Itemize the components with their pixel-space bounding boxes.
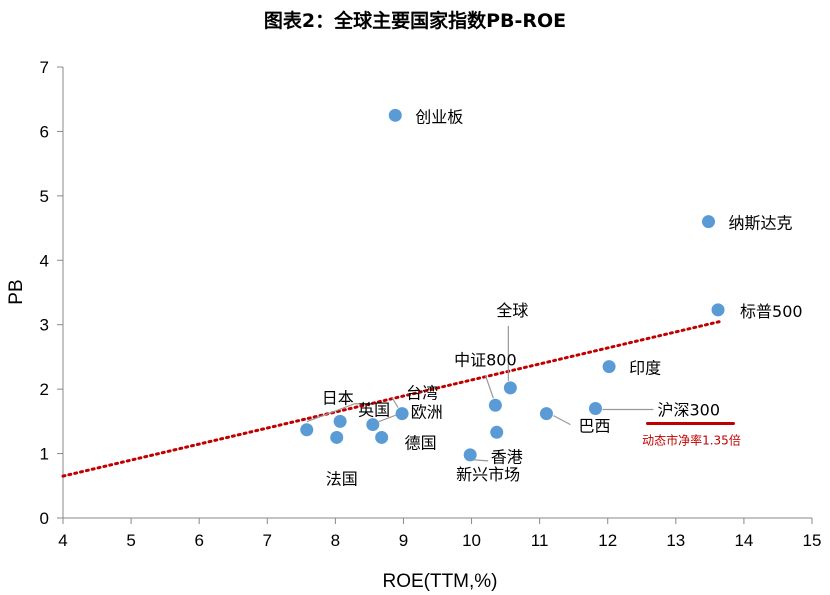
data-point (388, 108, 402, 122)
data-point (395, 407, 409, 421)
y-tick-label: 5 (40, 187, 49, 206)
data-point (330, 430, 344, 444)
leader-line (553, 415, 571, 426)
point-label: 香港 (491, 447, 523, 466)
y-axis-label: PB (6, 279, 27, 304)
point-label: 欧洲 (411, 403, 443, 422)
x-tick-label: 11 (531, 531, 549, 550)
x-tick-label: 15 (803, 531, 822, 550)
trendline-layer (61, 319, 722, 478)
data-point (711, 303, 725, 317)
leader-line (391, 397, 399, 408)
y-tick-label: 0 (40, 509, 49, 528)
points-layer (300, 108, 725, 462)
point-label: 全球 (496, 301, 528, 320)
x-tick-label: 5 (126, 531, 135, 550)
data-point (488, 398, 502, 412)
y-tick-label: 3 (40, 316, 49, 335)
y-tick-label: 2 (40, 380, 49, 399)
point-label: 新兴市场 (456, 465, 520, 484)
data-point (539, 407, 553, 421)
data-point (702, 215, 716, 229)
y-tick-label: 4 (40, 251, 49, 270)
data-point (602, 360, 616, 374)
leader-line (474, 459, 489, 462)
x-tick-label: 10 (462, 531, 481, 550)
x-axis-label: ROE(TTM,%) (382, 571, 497, 592)
data-point (588, 401, 602, 415)
data-point (463, 448, 477, 462)
annotation-text: 动态市净率1.35倍 (642, 432, 741, 447)
y-tick-label: 1 (40, 445, 49, 464)
point-label: 标普500 (740, 302, 803, 321)
data-point (333, 414, 347, 428)
point-label: 沪深300 (657, 400, 720, 419)
data-point (300, 423, 314, 437)
point-label: 印度 (629, 359, 661, 378)
leader-lines (306, 325, 654, 462)
point-label: 法国 (326, 469, 358, 488)
x-tick-label: 12 (598, 531, 617, 550)
data-point (503, 381, 517, 395)
chart-title: 图表2：全球主要国家指数PB-ROE (263, 10, 567, 32)
point-label: 日本 (322, 389, 354, 408)
point-label: 巴西 (578, 417, 610, 436)
point-label: 德国 (405, 433, 437, 452)
y-tick-label: 7 (40, 58, 49, 77)
trendline (61, 319, 722, 478)
x-tick-label: 4 (58, 531, 67, 550)
x-tick-label: 13 (666, 531, 685, 550)
point-label: 纳斯达克 (729, 214, 793, 233)
x-tick-label: 8 (331, 531, 340, 550)
y-tick-label: 6 (40, 122, 49, 141)
point-label: 台湾 (406, 384, 438, 403)
leader-line (306, 403, 367, 423)
leader-line (484, 375, 494, 399)
point-label: 英国 (358, 400, 390, 419)
point-label: 创业板 (415, 107, 463, 126)
x-tick-label: 9 (399, 531, 408, 550)
data-point (366, 418, 380, 432)
x-tick-label: 6 (194, 531, 203, 550)
data-point (490, 425, 504, 439)
data-point (375, 430, 389, 444)
x-tick-label: 7 (263, 531, 272, 550)
point-label: 中证800 (454, 350, 517, 369)
x-tick-label: 14 (734, 531, 753, 550)
